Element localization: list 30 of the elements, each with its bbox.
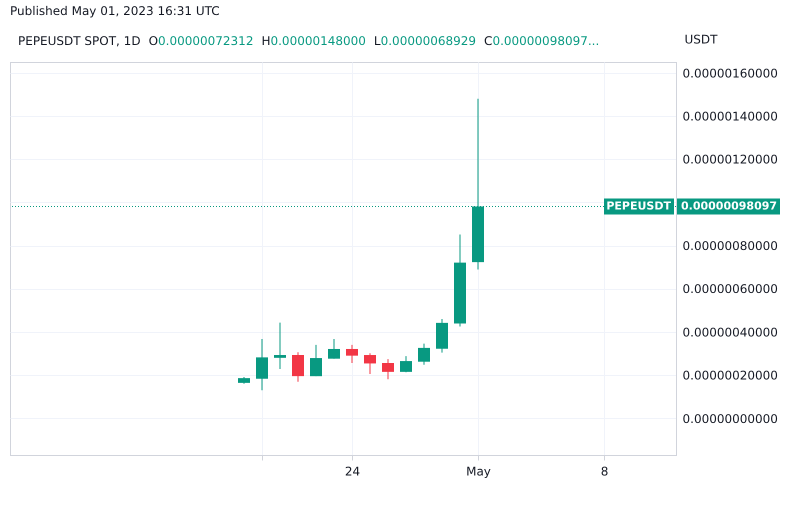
ref-line-label: PEPEUSDT: [606, 199, 672, 212]
candlestick: [418, 343, 430, 366]
y-tick-label: 0.00000060000: [682, 282, 778, 296]
candlestick: [346, 344, 358, 364]
y-tick-label: 0.00000080000: [682, 239, 778, 254]
candlestick: [328, 338, 340, 360]
text: Published May 01, 2023 16:31 UTC: [10, 4, 220, 18]
text: C0.00000098097...: [484, 34, 600, 48]
y-tick-label: 0.00000000000: [682, 412, 778, 426]
x-tick-label: 24: [344, 464, 360, 478]
chart-title: PEPEUSDT SPOT, 1D: [18, 34, 141, 48]
y-tick-label: 0.00000040000: [682, 325, 778, 340]
y-tick-label: 0.00000020000: [682, 368, 778, 383]
candlestick: [400, 356, 412, 373]
x-tick-label: 8: [600, 464, 608, 478]
y-tick-label: 0.00000160000: [682, 66, 778, 80]
text: 0.00000098097: [681, 199, 778, 212]
candlestick: [382, 358, 394, 380]
candlestick: [364, 352, 376, 375]
text: L0.00000068929: [374, 34, 476, 48]
y-tick-label: 0.00000140000: [682, 109, 778, 124]
candlestick: [310, 344, 322, 377]
candlestick: [292, 352, 304, 382]
candlestick: [256, 338, 268, 391]
x-tick-label: May: [466, 464, 491, 478]
y-axis-title: USDT: [684, 32, 718, 46]
candlestick: [274, 322, 286, 370]
text: H0.00000148000: [261, 34, 366, 48]
y-tick-label: 0.00000120000: [682, 152, 778, 167]
text: O0.00000072312: [148, 34, 254, 48]
